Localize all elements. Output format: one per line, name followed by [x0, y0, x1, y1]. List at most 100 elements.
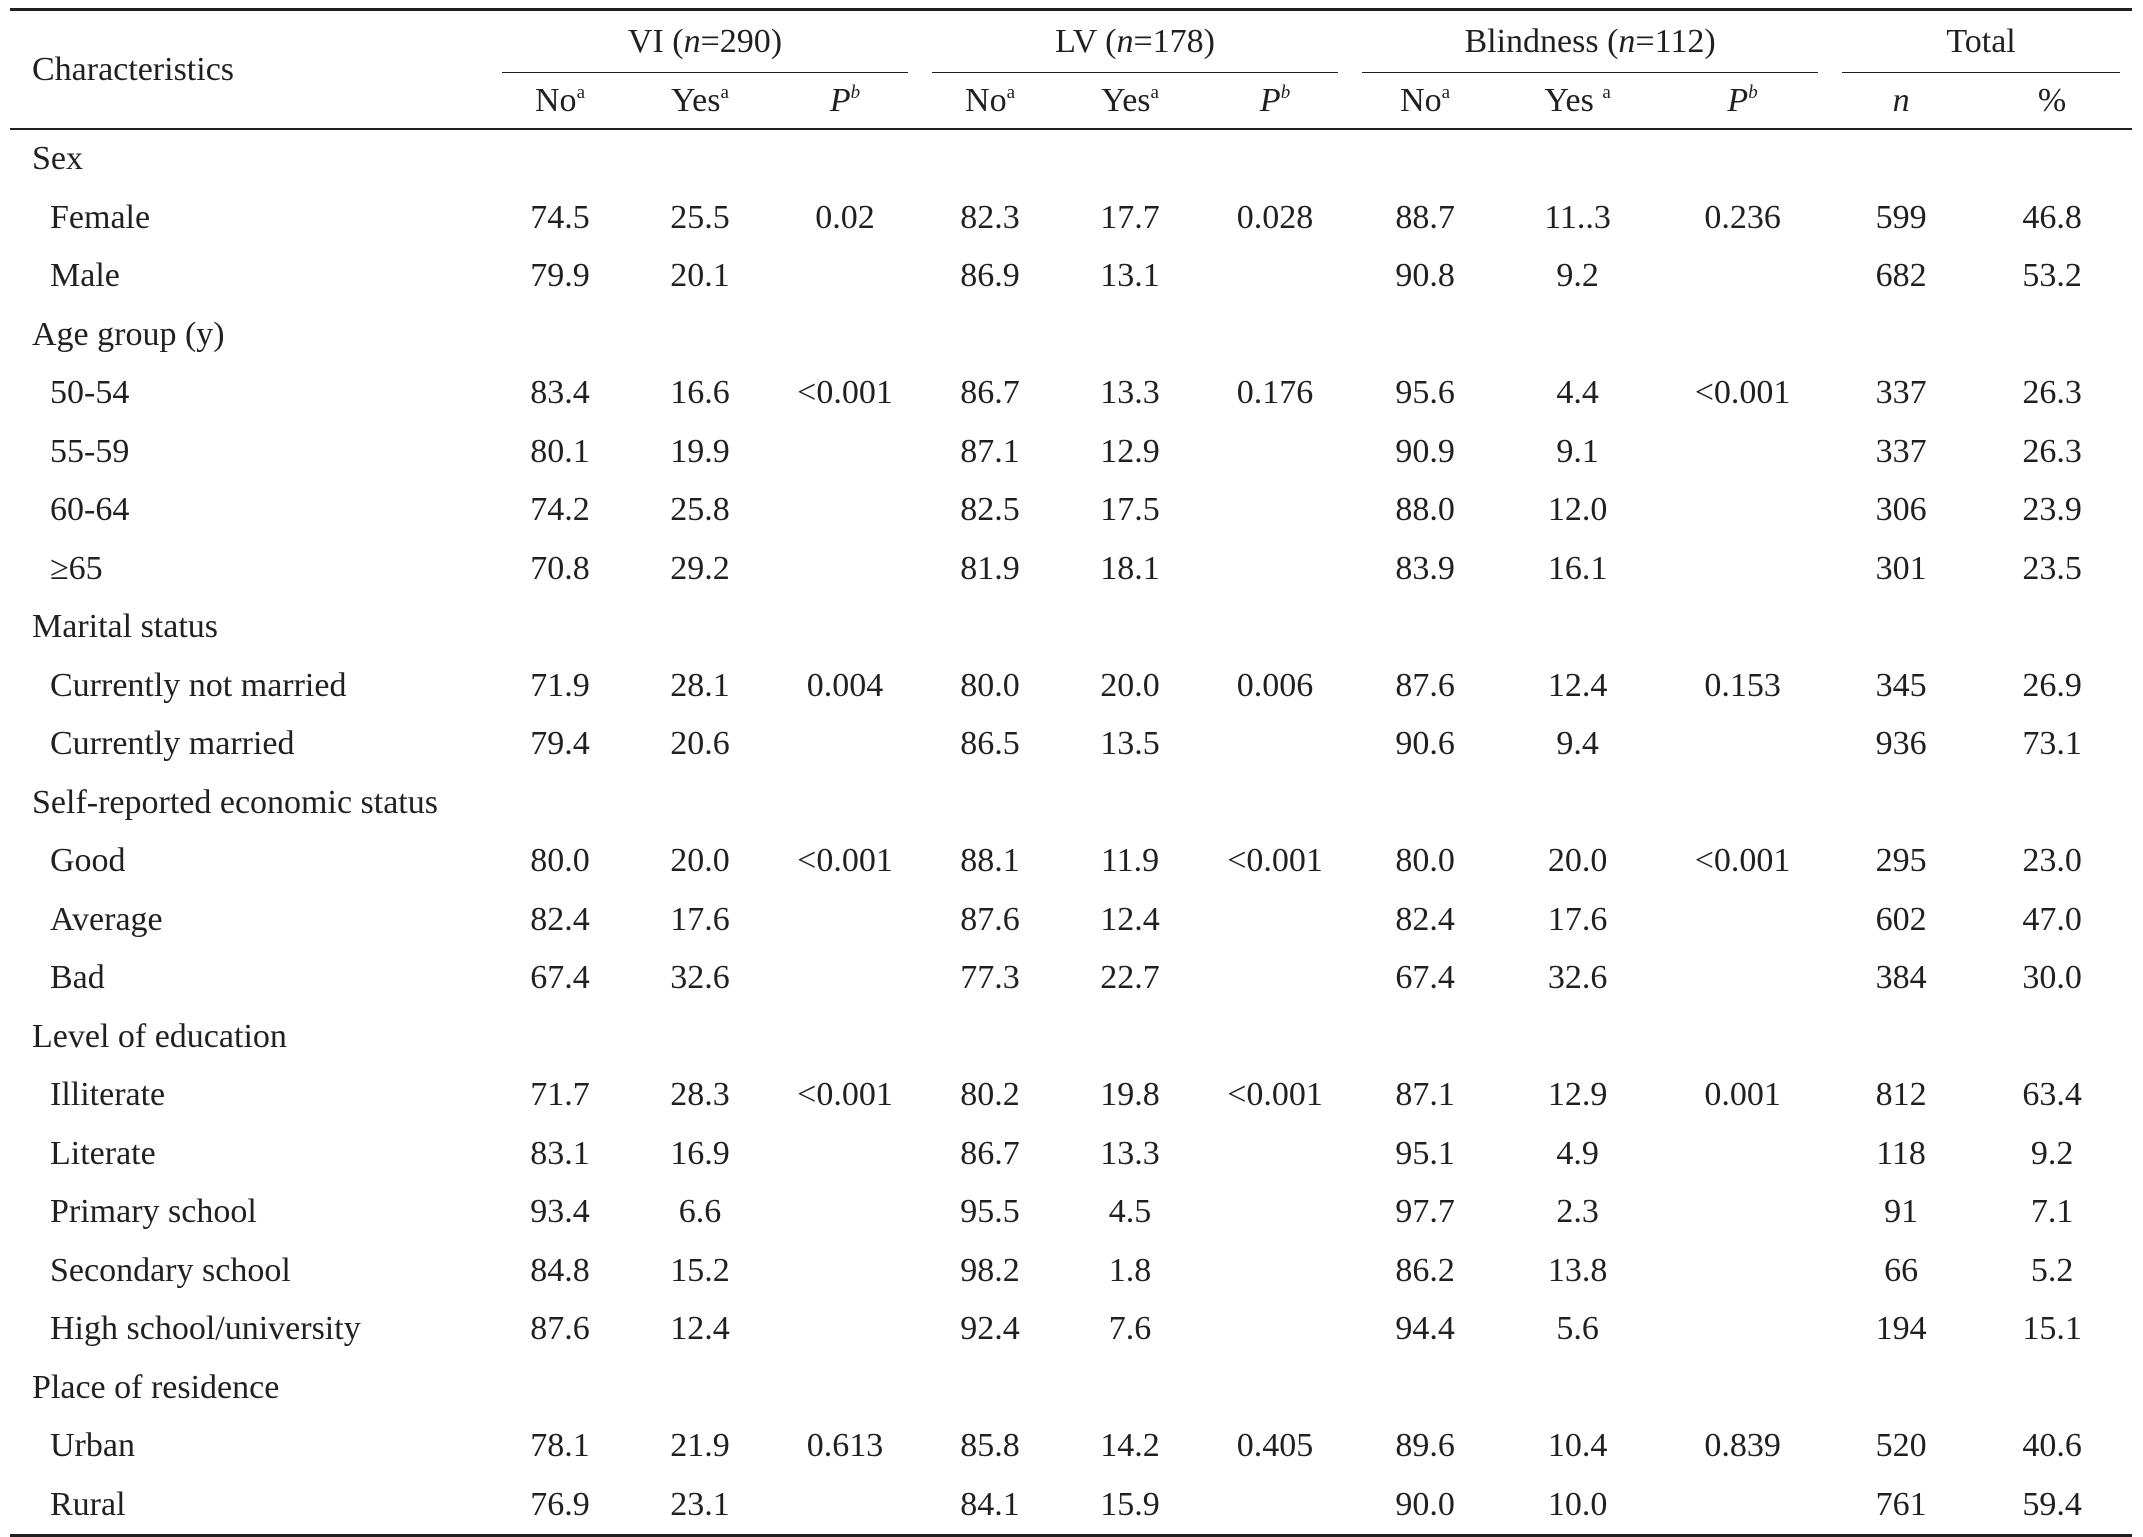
- category-label: Age group (y): [32, 315, 225, 353]
- footnote-mark: a: [1150, 81, 1159, 103]
- table-cell: 95.5: [960, 1193, 1020, 1231]
- header-row-subcolumns: Noa Yesa Pb Noa Yesa Pb Noa Yes a Pb n %: [10, 73, 2133, 130]
- footnote-mark: b: [850, 81, 861, 103]
- table-cell: 86.7: [960, 1134, 1020, 1172]
- category-row: Marital status: [10, 598, 2132, 657]
- table-cell: 79.9: [530, 257, 590, 295]
- table-cell: 10.4: [1547, 1427, 1608, 1465]
- table-cell: [1200, 1242, 1350, 1301]
- table-cell: [770, 949, 920, 1008]
- table-row: Male 79.9 20.1 86.9 13.1 90.8 9.2 682 53.2: [10, 247, 2132, 306]
- table-cell: 82.4: [530, 900, 590, 938]
- table-header: Characteristics VI (n=290) LV (n=178) Bl…: [10, 8, 2133, 130]
- group-underline: [932, 72, 1339, 73]
- category-row: Self-reported economic status: [10, 774, 2132, 833]
- table-cell: 47.0: [2022, 900, 2082, 938]
- table-cell: 12.4: [670, 1310, 730, 1348]
- table-cell: [1200, 1125, 1350, 1184]
- table-cell: 0.028: [1236, 198, 1314, 236]
- row-label: Male: [50, 257, 120, 295]
- table-cell: 88.1: [960, 842, 1020, 880]
- table-cell: 32.6: [670, 959, 730, 997]
- group-header-lv: LV (n=178): [920, 8, 1351, 73]
- table-cell: [770, 891, 920, 950]
- table-cell: 20.0: [670, 842, 730, 880]
- table-cell: 13.8: [1547, 1251, 1608, 1289]
- table-cell: 23.1: [630, 1475, 770, 1537]
- table-cell: 20.1: [670, 257, 730, 295]
- table-cell: [1655, 891, 1830, 950]
- subheader-yes: Yesa: [1060, 73, 1201, 130]
- table-cell: [1655, 1242, 1830, 1301]
- subheader-no: Noa: [1350, 73, 1501, 130]
- table-cell: 13.3: [1100, 374, 1160, 412]
- table-cell: 80.0: [960, 666, 1020, 704]
- table-cell: 5.2: [2030, 1251, 2074, 1289]
- table-cell: 12.4: [1100, 900, 1160, 938]
- table-cell: 15.1: [2022, 1310, 2082, 1348]
- table-cell: 9.1: [1556, 432, 1599, 470]
- footnote-mark: a: [1441, 81, 1451, 103]
- table-cell: 15.9: [1060, 1475, 1201, 1537]
- table-cell: 23.0: [2022, 842, 2082, 880]
- table-cell: 90.0: [1350, 1475, 1501, 1537]
- table-row: Secondary school 84.8 15.2 98.2 1.8 86.2 13.8 6…: [10, 1242, 2132, 1301]
- group-underline: [1362, 72, 1819, 73]
- n-label: n: [683, 23, 701, 60]
- data-table-container: Characteristics VI (n=290) LV (n=178) Bl…: [10, 8, 2133, 1537]
- subheader-p: Pb: [770, 73, 921, 130]
- table-cell: [770, 1125, 920, 1184]
- group-underline: [502, 72, 909, 73]
- table-row: Female 74.5 25.5 0.02 82.3 17.7 0.028 88.7 11..3…: [10, 189, 2132, 248]
- table-row: 60-64 74.2 25.8 82.5 17.5 88.0 12.0 306 23.9: [10, 481, 2132, 540]
- row-label: Literate: [50, 1134, 156, 1172]
- table-cell: 345: [1875, 666, 1927, 704]
- table-cell: 90.9: [1395, 432, 1455, 470]
- table-cell: 90.8: [1395, 257, 1455, 295]
- table-cell: <0.001: [797, 374, 893, 412]
- table-cell: 76.9: [490, 1475, 630, 1537]
- table-cell: [1200, 423, 1350, 482]
- table-cell: 118: [1876, 1134, 1926, 1172]
- table-cell: 15.2: [670, 1251, 730, 1289]
- table-cell: 92.4: [960, 1310, 1020, 1348]
- table-cell: [1200, 481, 1350, 540]
- table-cell: 91: [1884, 1193, 1919, 1231]
- table-cell: 26.3: [2022, 432, 2082, 470]
- table-cell: 23.5: [2022, 549, 2082, 587]
- table-row: 50-54 83.4 16.6 <0.001 86.7 13.3 0.176 95.6 4.4 <…: [10, 364, 2132, 423]
- row-label: Currently married: [50, 725, 295, 763]
- table-cell: 25.8: [670, 491, 730, 529]
- header-row-groups: Characteristics VI (n=290) LV (n=178) Bl…: [10, 8, 2133, 130]
- table-cell: 9.2: [2030, 1134, 2074, 1172]
- category-label: Level of education: [32, 1017, 287, 1055]
- table-cell: 90.6: [1395, 725, 1455, 763]
- table-cell: 26.3: [2022, 374, 2082, 412]
- table-cell: 10.0: [1500, 1475, 1656, 1537]
- table-row: Urban 78.1 21.9 0.613 85.8 14.2 0.405 89.6 10.4 0…: [10, 1417, 2132, 1476]
- table-cell: 71.7: [530, 1076, 590, 1114]
- table-row: Primary school 93.4 6.6 95.5 4.5 97.7 2.3 91 7.1: [10, 1183, 2132, 1242]
- table-cell: 16.6: [670, 374, 730, 412]
- table-cell: 97.7: [1395, 1193, 1455, 1231]
- table-cell: <0.001: [797, 842, 893, 880]
- table-cell: 13.1: [1100, 257, 1160, 295]
- table-row: ≥65 70.8 29.2 81.9 18.1 83.9 16.1 301 23.5: [10, 540, 2132, 599]
- table-cell: 0.613: [806, 1427, 884, 1465]
- group-header-vi: VI (n=290): [490, 8, 921, 73]
- table-cell: 194: [1875, 1310, 1927, 1348]
- table-cell: 74.2: [530, 491, 590, 529]
- subheader-p: Pb: [1655, 73, 1831, 130]
- n-value: =178): [1133, 23, 1216, 60]
- category-row: Sex: [10, 129, 2132, 189]
- subheader-text: Yes: [1101, 81, 1151, 119]
- n-label: n: [1618, 23, 1636, 60]
- table-cell: 306: [1875, 491, 1927, 529]
- table-row: Illiterate 71.7 28.3 <0.001 80.2 19.8 <0.001 87…: [10, 1066, 2132, 1125]
- table-row: Rural 76.9 23.1 84.1 15.9 90.0 10.0 761 59.4: [10, 1475, 2133, 1537]
- table-cell: 4.9: [1556, 1134, 1599, 1172]
- row-label: 55-59: [50, 432, 130, 470]
- table-cell: [1655, 481, 1830, 540]
- table-cell: 0.153: [1704, 666, 1781, 704]
- table-cell: 682: [1875, 257, 1927, 295]
